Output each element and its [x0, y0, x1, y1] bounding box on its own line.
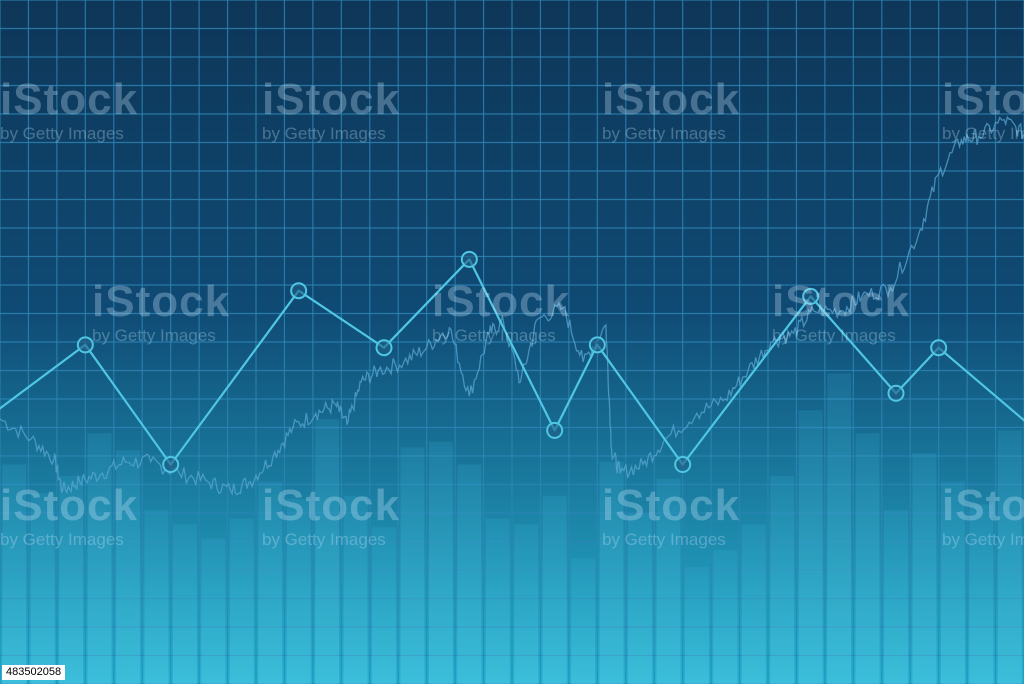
bar — [798, 410, 823, 684]
data-point — [162, 456, 180, 474]
data-point — [588, 336, 606, 354]
bar — [485, 518, 510, 684]
data-point — [546, 421, 564, 439]
bar — [2, 464, 27, 684]
bar — [656, 478, 681, 684]
bar — [172, 524, 197, 684]
noisy-series-line — [0, 115, 1024, 496]
bar — [997, 430, 1022, 684]
bar — [884, 510, 908, 684]
noisy-line-series — [0, 115, 1024, 496]
bar — [628, 513, 652, 684]
bar — [713, 550, 738, 684]
line-markers — [76, 250, 948, 474]
bar — [571, 558, 596, 684]
data-point — [930, 339, 948, 357]
data-point — [460, 250, 478, 268]
bar — [855, 433, 880, 684]
data-point — [375, 339, 393, 357]
bar — [827, 373, 852, 684]
bar — [116, 450, 140, 684]
bar — [87, 433, 112, 684]
data-point — [76, 336, 94, 354]
bar — [912, 453, 937, 684]
bar — [599, 461, 624, 684]
bar — [428, 441, 453, 684]
bar — [286, 498, 311, 684]
bar — [542, 495, 567, 684]
bar-series — [2, 373, 1022, 684]
bar — [770, 475, 795, 684]
bar — [229, 518, 254, 684]
bar — [201, 538, 226, 684]
bar — [258, 481, 283, 684]
bar — [969, 504, 994, 684]
bar — [400, 447, 425, 684]
bar — [741, 524, 766, 684]
data-point — [290, 282, 308, 300]
data-point — [802, 287, 820, 305]
bar — [457, 464, 482, 684]
bar — [59, 475, 84, 684]
bar — [514, 524, 539, 684]
bar — [684, 567, 709, 684]
bar — [144, 510, 169, 684]
bar — [940, 481, 965, 684]
bar — [315, 418, 340, 684]
bar — [372, 527, 396, 684]
data-point — [887, 384, 905, 402]
data-point — [674, 456, 692, 474]
bar — [343, 495, 368, 684]
stock-id-label: 483502058 — [2, 665, 66, 680]
bar — [30, 493, 55, 684]
